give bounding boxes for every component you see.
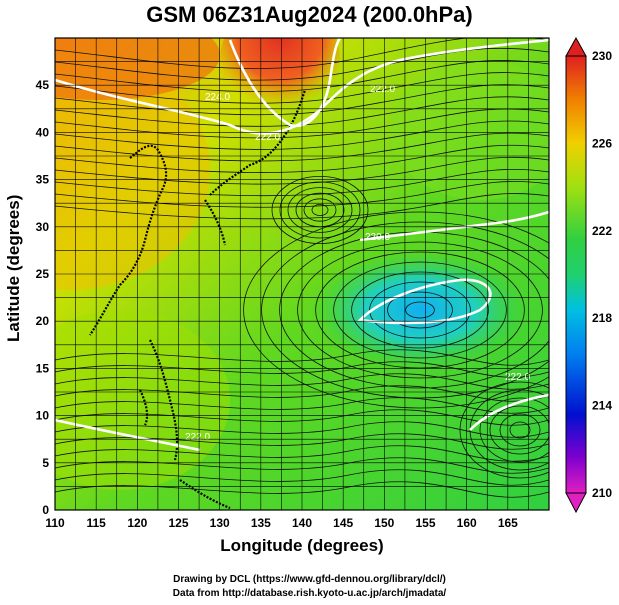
streamline <box>55 361 549 378</box>
contour-label: 220.0 <box>365 232 390 243</box>
streamline <box>303 198 337 222</box>
lat-tick-label: 20 <box>36 314 50 328</box>
streamline <box>279 181 361 239</box>
streamline <box>55 409 549 426</box>
latitude-tick-labels: 0 5 10 15 20 25 30 35 40 45 <box>36 78 50 517</box>
lat-tick-label: 40 <box>36 125 50 139</box>
streamline <box>509 421 531 439</box>
contour-label: 222.0 <box>370 84 395 95</box>
contour-label: 224.0 <box>205 92 230 103</box>
streamline <box>459 381 549 479</box>
streamline <box>55 108 549 139</box>
streamline <box>55 132 549 162</box>
x-axis-label: Longitude (degrees) <box>220 536 384 555</box>
streamline <box>351 271 489 349</box>
streamline <box>287 187 353 233</box>
contour-label: 222.0 <box>185 432 210 443</box>
streamline <box>55 156 549 185</box>
streamline <box>55 193 549 220</box>
streamline <box>489 405 549 455</box>
contour-label: 222.0 <box>255 132 280 143</box>
colorbar-tick-label: 214 <box>592 399 612 413</box>
streamline <box>479 397 549 463</box>
streamline <box>55 445 549 462</box>
longitude-tick-labels: 110 115 120 125 130 135 140 145 150 155 160 165 <box>45 516 518 530</box>
lon-tick-label: 120 <box>127 516 147 530</box>
credit-data: Data from http://database.rish.kyoto-u.a… <box>172 588 447 599</box>
lon-tick-label: 160 <box>457 516 477 530</box>
colorbar-top-arrow <box>565 36 587 57</box>
contour-lines <box>55 38 549 452</box>
lon-tick-label: 165 <box>498 516 518 530</box>
contour-label: 222.0 <box>505 372 530 383</box>
lon-tick-label: 115 <box>86 516 106 530</box>
streamline <box>55 72 549 104</box>
streamline <box>55 421 549 438</box>
lon-tick-label: 150 <box>374 516 394 530</box>
streamline <box>279 231 549 389</box>
streamline <box>295 192 345 228</box>
lon-tick-label: 125 <box>168 516 188 530</box>
lon-tick-label: 145 <box>333 516 353 530</box>
streamline <box>297 241 543 379</box>
lat-tick-label: 35 <box>36 173 50 187</box>
streamline <box>55 349 549 366</box>
streamline <box>55 47 549 81</box>
lat-tick-label: 0 <box>42 503 49 517</box>
colorbar-tick-label: 218 <box>592 311 612 325</box>
lon-tick-label: 155 <box>415 516 435 530</box>
coastlines <box>89 89 307 510</box>
streamline <box>499 413 541 447</box>
streamline <box>311 204 329 216</box>
lat-tick-label: 45 <box>36 78 50 92</box>
y-axis-label: Latitude (degrees) <box>4 194 23 342</box>
colorbar-bottom-arrow <box>565 492 587 514</box>
lat-tick-label: 5 <box>42 456 49 470</box>
streamline <box>55 144 549 173</box>
colorbar-tick-label: 230 <box>592 49 612 63</box>
lon-tick-label: 110 <box>45 516 65 530</box>
streamline <box>469 389 549 471</box>
colorbar-scale <box>565 55 587 494</box>
colorbar-tick-label: 226 <box>592 136 612 150</box>
streamline <box>369 281 471 339</box>
streamline <box>271 176 369 244</box>
lon-tick-label: 130 <box>210 516 230 530</box>
streamline <box>55 120 549 150</box>
colorbar-tick-label: 222 <box>592 224 612 238</box>
streamline <box>243 211 549 409</box>
lat-tick-label: 15 <box>36 361 50 375</box>
streamline <box>55 181 549 208</box>
credit-drawing: Drawing by DCL (https://www.gfd-dennou.o… <box>173 574 446 585</box>
wind-streamlines <box>55 38 549 498</box>
colorbar-tick-label: 210 <box>592 486 612 500</box>
lon-tick-label: 140 <box>292 516 312 530</box>
contour-labels: 224.0 222.0 222.0 220.0 222.0 222.0 <box>185 84 530 443</box>
streamline <box>55 481 549 498</box>
streamline <box>315 251 525 369</box>
streamline <box>55 469 549 486</box>
streamline <box>55 373 549 390</box>
streamline <box>405 301 435 319</box>
streamline <box>55 96 549 127</box>
lon-tick-label: 135 <box>251 516 271 530</box>
lat-tick-label: 25 <box>36 267 50 281</box>
plot-frame <box>54 37 550 511</box>
chart-title: GSM 06Z31Aug2024 (200.0hPa) <box>146 2 473 27</box>
map-grid <box>54 37 550 511</box>
colorbar: 230 226 222 218 214 210 <box>565 36 612 514</box>
lat-tick-label: 10 <box>36 409 50 423</box>
lat-tick-label: 30 <box>36 220 50 234</box>
streamline <box>55 397 549 414</box>
